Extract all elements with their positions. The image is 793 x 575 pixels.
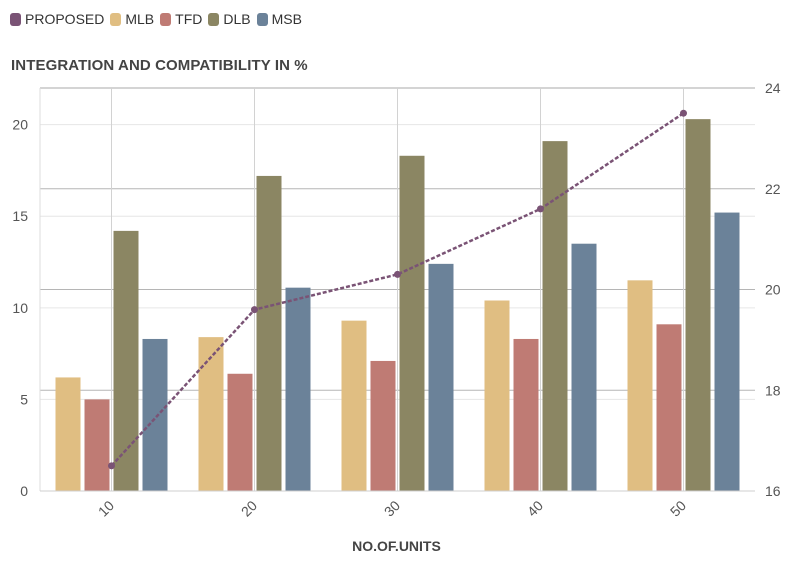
line-proposed xyxy=(110,112,685,467)
y2-tick-label: 16 xyxy=(765,483,781,499)
legend-label-msb: MSB xyxy=(271,11,302,27)
legend-label-tfd: TFD xyxy=(175,11,203,27)
legend-swatch-tfd xyxy=(160,12,172,26)
bar-msb-40 xyxy=(571,243,597,491)
bar-mlb-40 xyxy=(484,300,510,491)
x-tick-label: 30 xyxy=(381,497,403,519)
y2-tick-label: 18 xyxy=(765,382,781,398)
legend-swatch-proposed xyxy=(10,12,21,26)
bar-mlb-50 xyxy=(627,280,653,491)
x-tick-label: 50 xyxy=(667,497,689,519)
legend-item-msb[interactable]: MSB xyxy=(256,11,302,27)
y-tick-label: 5 xyxy=(20,391,28,407)
point-proposed-20 xyxy=(251,306,258,314)
bar-mlb-10 xyxy=(55,377,81,491)
legend-label-proposed: PROPOSED xyxy=(25,11,105,27)
bar-msb-10 xyxy=(142,338,168,491)
y-tick-label: 0 xyxy=(20,483,28,499)
legend-label-mlb: MLB xyxy=(125,11,155,27)
legend: PROPOSED MLB TFD DLB MSB xyxy=(10,11,308,27)
bar-dlb-50 xyxy=(685,119,711,492)
y-tick-label: 15 xyxy=(12,208,28,224)
x-axis-title: NO.OF.UNITS xyxy=(352,538,441,554)
bar-mlb-30 xyxy=(341,320,367,491)
bar-dlb-10 xyxy=(113,230,139,491)
point-proposed-50 xyxy=(680,109,687,117)
bar-tfd-10 xyxy=(84,399,110,491)
bar-tfd-50 xyxy=(656,324,682,491)
y2-tick-label: 20 xyxy=(765,282,781,298)
y-tick-label: 10 xyxy=(12,300,28,316)
x-tick-label: 10 xyxy=(95,497,117,519)
y2-tick-label: 22 xyxy=(765,181,781,197)
legend-item-dlb[interactable]: DLB xyxy=(208,11,251,27)
bar-dlb-40 xyxy=(542,141,568,491)
x-tick-label: 40 xyxy=(524,497,546,519)
legend-item-mlb[interactable]: MLB xyxy=(110,11,154,27)
x-tick-label: 20 xyxy=(238,497,260,519)
legend-swatch-mlb xyxy=(110,12,122,26)
point-proposed-40 xyxy=(537,205,544,213)
bar-msb-50 xyxy=(714,212,740,491)
y2-tick-label: 24 xyxy=(765,80,781,96)
legend-label-dlb: DLB xyxy=(223,11,251,27)
point-proposed-30 xyxy=(394,270,401,278)
bar-msb-30 xyxy=(428,263,454,491)
bar-tfd-30 xyxy=(370,360,396,491)
legend-swatch-dlb xyxy=(208,12,220,26)
bar-tfd-40 xyxy=(513,338,539,491)
bar-mlb-20 xyxy=(198,337,224,491)
legend-item-proposed[interactable]: PROPOSED xyxy=(10,11,104,27)
bar-dlb-20 xyxy=(256,175,282,491)
bar-msb-20 xyxy=(285,287,311,491)
y-tick-label: 20 xyxy=(12,117,28,133)
point-proposed-10 xyxy=(108,462,115,470)
bar-tfd-20 xyxy=(227,373,253,491)
bar-dlb-30 xyxy=(399,155,425,491)
legend-swatch-msb xyxy=(256,12,268,26)
legend-item-tfd[interactable]: TFD xyxy=(160,11,202,27)
chart-title: INTEGRATION AND COMPATIBILITY IN % xyxy=(11,57,308,74)
